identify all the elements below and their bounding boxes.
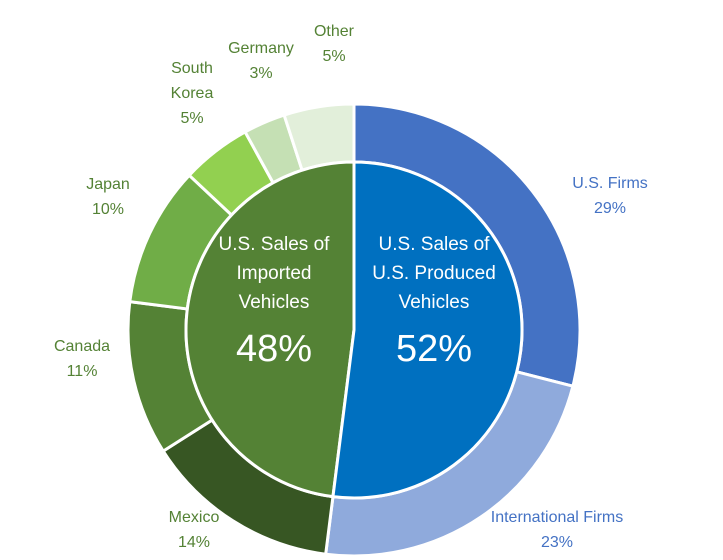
- outer-label-germany: Germany 3%: [228, 40, 294, 82]
- inner-pie: [184, 160, 524, 500]
- outer-label-canada: Canada 11%: [54, 338, 110, 380]
- outer-label-international-firms: International Firms 23%: [491, 509, 624, 551]
- outer-label-south-korea: South Korea 5%: [171, 60, 214, 127]
- outer-label-mexico: Mexico 14%: [169, 509, 220, 551]
- outer-label-other: Other 5%: [314, 23, 355, 65]
- inner-pct-us-produced: 52%: [396, 328, 472, 370]
- inner-label-imported: U.S. Sales of Imported Vehicles: [219, 234, 331, 313]
- outer-label-japan: Japan 10%: [86, 176, 130, 218]
- inner-slice-imported: [184, 160, 356, 499]
- inner-pct-imported: 48%: [236, 328, 312, 370]
- inner-slice-us-produced: [331, 160, 524, 500]
- outer-labels: U.S. Firms 29% International Firms 23% Mexic…: [54, 23, 648, 551]
- outer-label-u-s-firms: U.S. Firms 29%: [572, 175, 648, 217]
- inner-label-us-produced: U.S. Sales of U.S. Produced Vehicles: [372, 234, 496, 313]
- outer-ring: [126, 102, 582, 558]
- inner-labels: U.S. Sales of Imported Vehicles 48% U.S. Sal…: [219, 234, 496, 370]
